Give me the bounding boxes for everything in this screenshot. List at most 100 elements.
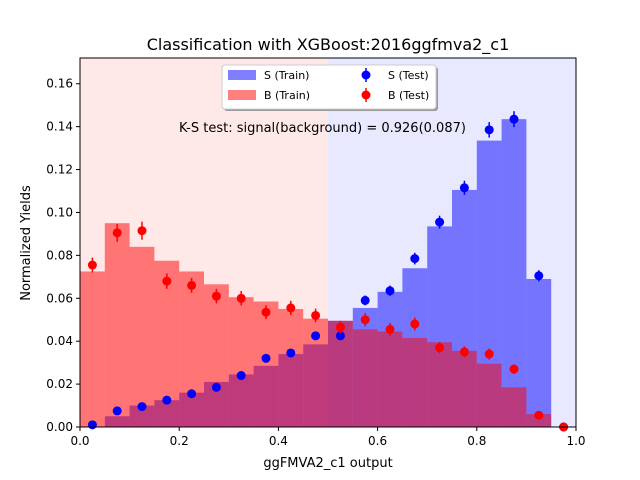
hist-bar-b-train-11 (352, 329, 378, 427)
y-tick-label: 0.06 (46, 291, 73, 305)
legend-entry-s-train: S (Train) (228, 69, 309, 82)
marker (509, 114, 519, 124)
point-s-test-11 (360, 295, 370, 306)
hist-bar-b-train-12 (377, 331, 403, 427)
point-s-test-7 (261, 353, 271, 363)
marker (311, 310, 321, 320)
point-s-test-15 (459, 180, 469, 195)
point-b-test-10 (335, 320, 345, 334)
point-s-test-4 (187, 389, 197, 399)
hist-bar-s-train-17 (501, 119, 527, 427)
marker (385, 324, 395, 334)
marker (435, 343, 445, 353)
point-b-test-18 (534, 410, 544, 420)
legend-label: S (Train) (264, 69, 309, 82)
marker (459, 183, 469, 193)
point-b-test-2 (137, 221, 147, 240)
marker (112, 228, 122, 238)
hist-bar-b-train-18 (526, 414, 552, 427)
point-b-test-17 (509, 364, 519, 375)
marker (187, 389, 197, 399)
point-b-test-9 (311, 308, 321, 323)
point-s-test-2 (137, 402, 147, 412)
chart-title: Classification with XGBoost:2016ggfmva2_… (147, 35, 510, 55)
hist-bar-b-train-15 (452, 350, 477, 427)
hist-bar-b-train-14 (427, 342, 452, 427)
error-points (87, 111, 569, 432)
legend-entry-s-test: S (Test) (361, 68, 429, 82)
point-s-test-9 (311, 331, 321, 341)
marker (509, 364, 519, 374)
legend-label: S (Test) (388, 69, 429, 82)
x-axis-label: ggFMVA2_c1 output (263, 456, 392, 471)
hist-bar-b-train-1 (104, 223, 130, 427)
legend-swatch-marker (361, 90, 371, 100)
legend-box (221, 64, 437, 110)
point-s-test-16 (484, 122, 494, 138)
plot-frame (79, 57, 577, 428)
point-b-test-6 (236, 290, 246, 306)
hist-bar-s-train-18 (526, 278, 552, 427)
legend-entry-b-test: B (Test) (361, 88, 429, 102)
hist-bar-b-train-8 (278, 309, 304, 427)
hist-bar-b-train-5 (204, 284, 229, 427)
hist-bar-b-train-13 (402, 337, 428, 427)
y-tick-label: 0.12 (46, 163, 73, 177)
point-b-test-11 (360, 313, 370, 327)
marker (435, 217, 445, 227)
point-b-test-5 (211, 288, 221, 304)
legend: S (Train) B (Train) S (Test) B (Test) (221, 64, 438, 111)
marker (211, 382, 221, 392)
x-tick-label: 0.8 (467, 434, 486, 448)
marker (87, 420, 97, 430)
y-axis-label: Normalized Yields (19, 185, 34, 301)
point-b-test-1 (112, 223, 122, 242)
marker (236, 371, 246, 381)
point-s-test-3 (162, 395, 172, 405)
marker (286, 303, 296, 313)
marker (410, 254, 420, 264)
point-s-test-5 (211, 382, 221, 392)
y-tick-label: 0.16 (46, 77, 73, 91)
marker (311, 331, 321, 341)
legend-swatch (228, 70, 256, 80)
axes: 0.0 0.2 0.4 0.6 0.8 1.0 0.00 0.02 0.04 0.06 0.08 0.… (46, 57, 586, 448)
marker (335, 331, 345, 341)
marker (162, 276, 172, 286)
point-b-test-8 (286, 300, 296, 316)
marker (187, 280, 197, 290)
marker (335, 322, 345, 332)
y-tick-label: 0.08 (46, 248, 73, 262)
point-b-test-0 (87, 257, 97, 273)
point-b-test-15 (459, 346, 469, 358)
marker (459, 347, 469, 357)
hist-bar-b-train-4 (179, 271, 204, 427)
marker (534, 271, 544, 281)
hist-bar-b-train-17 (501, 387, 527, 427)
point-s-test-1 (112, 406, 122, 416)
hist-bar-b-train-16 (476, 363, 502, 427)
y-tick-label: 0.10 (46, 205, 73, 219)
x-tick-label: 1.0 (566, 434, 585, 448)
legend-label: B (Test) (388, 89, 429, 102)
point-s-test-0 (87, 420, 97, 430)
y-tick-label: 0.00 (46, 420, 73, 434)
marker (137, 226, 147, 236)
marker (261, 307, 271, 317)
point-s-test-17 (509, 111, 519, 128)
point-b-test-12 (385, 322, 395, 336)
marker (360, 295, 370, 305)
point-b-test-16 (484, 348, 494, 360)
point-s-test-14 (435, 215, 445, 229)
legend-entry-b-train: B (Train) (228, 89, 310, 102)
x-tick-label: 0.0 (70, 434, 89, 448)
hist-bar-b-train-2 (129, 246, 155, 427)
marker (484, 125, 494, 135)
point-b-test-13 (410, 317, 420, 331)
point-b-test-4 (187, 277, 197, 293)
y-tick-label: 0.14 (46, 120, 73, 134)
point-b-test-14 (435, 341, 445, 354)
marker (87, 260, 97, 270)
hist-bar-b-train-0 (80, 271, 105, 427)
